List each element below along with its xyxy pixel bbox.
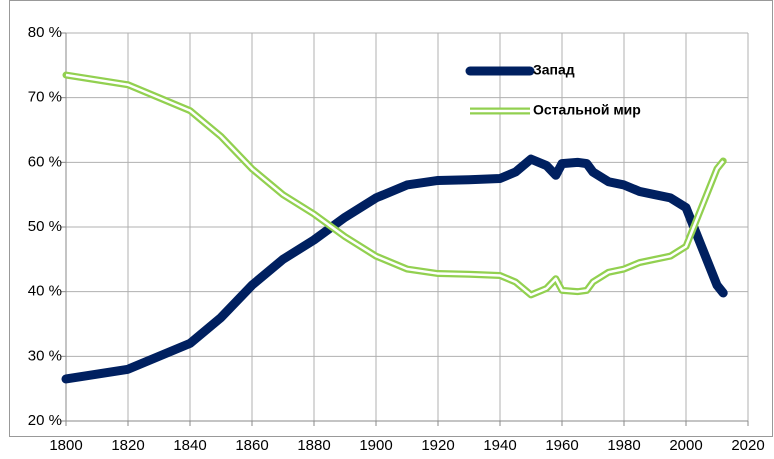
x-tick-label: 1840: [173, 437, 206, 454]
x-tick-label: 1960: [545, 437, 578, 454]
x-tick-label: 1940: [483, 437, 516, 454]
y-tick-label: 20 %: [28, 412, 62, 429]
legend-label: Остальной мир: [533, 102, 641, 118]
series-line-inner: [65, 73, 725, 297]
y-tick-label: 40 %: [28, 283, 62, 300]
x-tick-label: 1880: [297, 437, 330, 454]
series-line: [61, 154, 728, 384]
y-tick-label: 50 %: [28, 218, 62, 235]
legend-label: Запад: [533, 62, 575, 78]
x-tick-label: 1820: [111, 437, 144, 454]
x-tick-label: 1900: [359, 437, 392, 454]
x-tick-label: 1920: [421, 437, 454, 454]
x-tick-label: 1980: [607, 437, 640, 454]
x-tick-label: 1800: [49, 437, 82, 454]
x-tick-label: 2020: [731, 437, 764, 454]
y-tick-label: 60 %: [28, 153, 62, 170]
y-tick-label: 30 %: [28, 347, 62, 364]
x-tick-label: 1860: [235, 437, 268, 454]
x-tick-label: 2000: [669, 437, 702, 454]
y-tick-label: 70 %: [28, 89, 62, 106]
y-tick-label: 80 %: [28, 24, 62, 41]
